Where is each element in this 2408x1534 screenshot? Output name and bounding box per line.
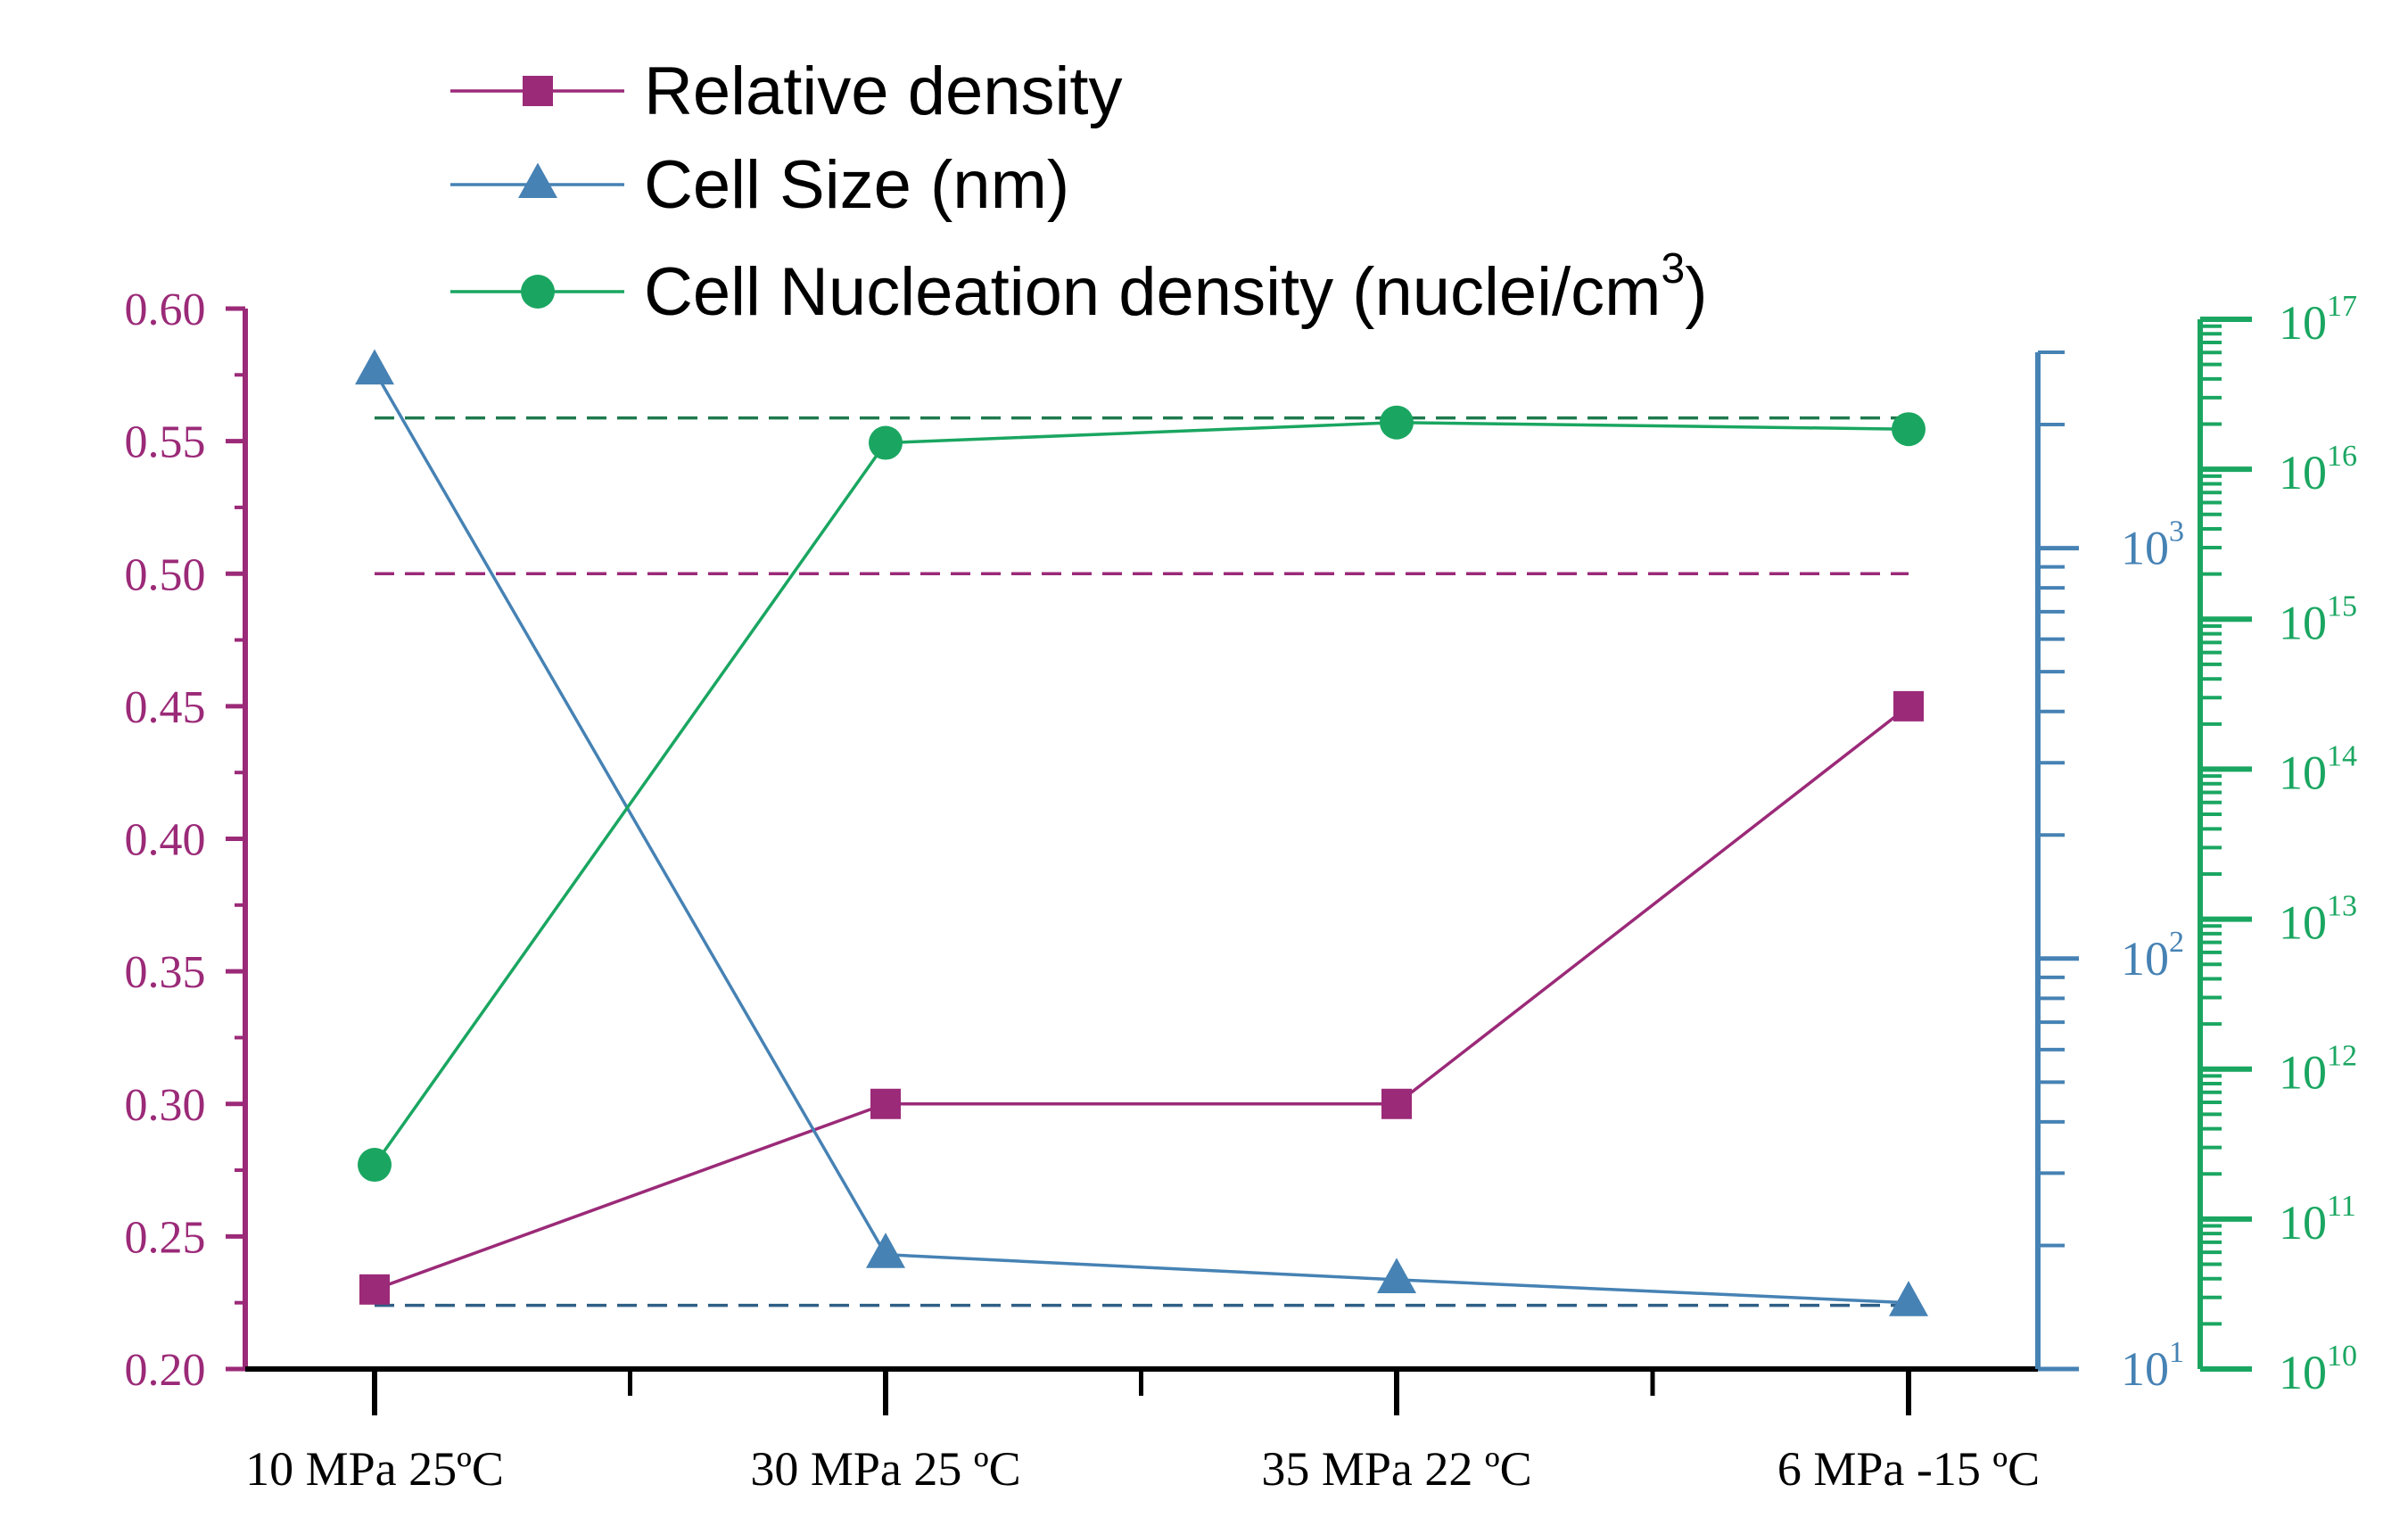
- legend-label-text: Cell Nucleation density (nuclei/cm: [644, 254, 1661, 330]
- green-tick-label: 1013: [2279, 890, 2357, 950]
- green-tick-label-exp: 17: [2327, 290, 2357, 323]
- series-0-point-2: [1381, 1088, 1412, 1119]
- green-tick-label-exp: 14: [2327, 739, 2357, 772]
- left-tick-label: 0.50: [125, 549, 206, 600]
- series-0-point-1: [870, 1088, 901, 1119]
- blue-tick-label: 102: [2121, 926, 2184, 986]
- left-tick-label: 0.35: [125, 947, 206, 998]
- left-tick-label: 0.25: [125, 1212, 206, 1263]
- left-tick-label: 0.30: [125, 1080, 206, 1131]
- green-tick-label-exp: 15: [2327, 590, 2357, 623]
- series-2-point-3: [1892, 412, 1926, 447]
- green-tick-label-base: 10: [2279, 1346, 2327, 1399]
- blue-tick-label: 101: [2121, 1336, 2184, 1396]
- x-tick-label: 30 MPa 25 ºC: [750, 1442, 1020, 1496]
- blue-tick-label-base: 10: [2121, 522, 2169, 575]
- green-tick-label-base: 10: [2279, 446, 2327, 499]
- legend-marker-0: [523, 76, 553, 106]
- x-tick-label: 35 MPa 22 ºC: [1261, 1442, 1531, 1496]
- green-tick-label: 1011: [2279, 1190, 2356, 1249]
- left-tick-label: 0.20: [125, 1345, 206, 1396]
- series-0-point-3: [1893, 690, 1924, 722]
- legend-label-sup: 3: [1661, 245, 1685, 293]
- green-tick-label-exp: 13: [2327, 890, 2357, 923]
- green-tick-label: 1010: [2279, 1340, 2357, 1399]
- series-2-point-2: [1380, 405, 1414, 440]
- green-tick-label: 1017: [2279, 290, 2357, 350]
- green-tick-label-base: 10: [2279, 296, 2327, 350]
- blue-tick-label: 103: [2121, 515, 2184, 575]
- legend-marker-1: [518, 162, 557, 199]
- left-tick-label: 0.60: [125, 285, 206, 335]
- green-tick-label-base: 10: [2279, 896, 2327, 950]
- axes-group: 0.20 0.25 0.30 0.35 0.40 0.45 0.50 0.55 0.60 10 M…: [125, 285, 2358, 1496]
- series-line-1: [373, 370, 1909, 1305]
- legend-label-0: Relative density: [644, 54, 1123, 129]
- blue-tick-label-exp: 2: [2169, 926, 2184, 959]
- legend-label-2: Cell Nucleation density (nuclei/cm3): [644, 245, 1708, 330]
- legend-label-text: Relative density: [644, 54, 1123, 129]
- series-2-point-1: [869, 425, 903, 460]
- green-tick-label-base: 10: [2279, 1046, 2327, 1100]
- green-tick-label-base: 10: [2279, 746, 2327, 799]
- green-tick-label: 1012: [2279, 1040, 2357, 1100]
- blue-tick-label-exp: 1: [2169, 1336, 2184, 1369]
- green-tick-label: 1015: [2279, 590, 2357, 649]
- green-tick-label-exp: 11: [2327, 1190, 2356, 1223]
- blue-tick-label-base: 10: [2121, 932, 2169, 986]
- series-group: [355, 349, 1928, 1316]
- legend-label-1: Cell Size (nm): [644, 147, 1069, 223]
- green-tick-label-exp: 16: [2327, 440, 2357, 473]
- legend: Relative density Cell Size (nm) Cell Nucle…: [450, 54, 1708, 330]
- series-0-point-0: [359, 1274, 390, 1305]
- x-tick-label: 6 MPa -15 ºC: [1777, 1442, 2040, 1496]
- legend-marker-2: [521, 275, 555, 309]
- series-line-0: [374, 705, 1910, 1291]
- blue-tick-label-base: 10: [2121, 1342, 2169, 1396]
- green-tick-label-exp: 12: [2327, 1040, 2357, 1073]
- series-2-point-0: [358, 1148, 392, 1183]
- series-1-point-0: [355, 349, 394, 385]
- legend-label-text: Cell Size (nm): [644, 147, 1069, 223]
- green-tick-label-exp: 10: [2327, 1340, 2357, 1373]
- series-1-point-1: [866, 1233, 905, 1268]
- blue-tick-label-exp: 3: [2169, 515, 2184, 548]
- series-line-2: [373, 420, 1909, 1167]
- left-tick-label: 0.55: [125, 417, 206, 468]
- green-tick-label-base: 10: [2279, 1196, 2327, 1249]
- series-1-point-2: [1377, 1258, 1416, 1293]
- green-tick-label-base: 10: [2279, 596, 2327, 649]
- green-tick-label: 1014: [2279, 739, 2357, 799]
- reference-lines: [375, 416, 1909, 1307]
- x-tick-label: 10 MPa 25ºC: [245, 1442, 504, 1496]
- series-1-point-3: [1889, 1281, 1928, 1316]
- legend-label-suffix: ): [1685, 254, 1707, 330]
- left-tick-label: 0.45: [125, 682, 206, 733]
- green-tick-label: 1016: [2279, 440, 2357, 499]
- left-tick-label: 0.40: [125, 815, 206, 866]
